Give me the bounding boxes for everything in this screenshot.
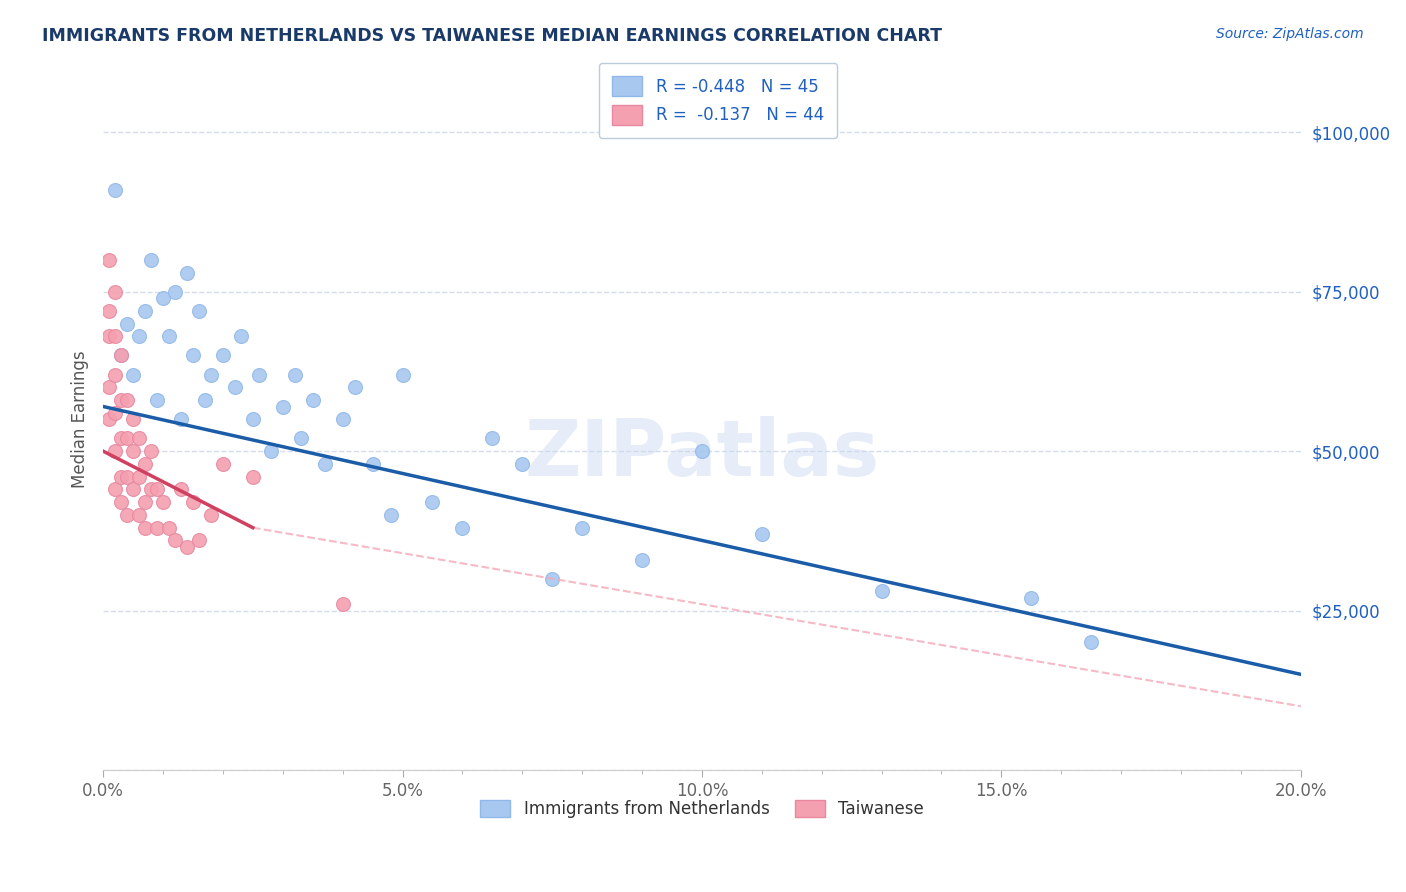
Point (451, 521, 474, 535)
Point (139, 483, 162, 497)
Point (260, 444, 283, 458)
Point (134, 521, 156, 535)
Point (115, 508, 138, 522)
Point (139, 252, 162, 267)
Point (98, 380, 121, 394)
Point (134, 457, 156, 471)
Point (343, 380, 366, 394)
Point (870, 584, 893, 599)
Point (110, 495, 132, 509)
Point (301, 393, 323, 408)
Point (115, 431, 138, 445)
Point (104, 368, 127, 382)
Point (152, 495, 174, 509)
Point (1019, 591, 1042, 605)
Point (104, 406, 127, 420)
Point (212, 457, 235, 471)
Point (170, 412, 193, 426)
Point (104, 329, 127, 343)
Text: ZIPatlas: ZIPatlas (524, 417, 879, 492)
Point (481, 431, 503, 445)
Point (104, 483, 127, 497)
Point (110, 393, 132, 408)
Point (98, 412, 121, 426)
Point (200, 368, 222, 382)
Point (146, 521, 169, 535)
Point (128, 329, 150, 343)
Point (146, 393, 169, 408)
Point (224, 380, 246, 394)
Text: IMMIGRANTS FROM NETHERLANDS VS TAIWANESE MEDIAN EARNINGS CORRELATION CHART: IMMIGRANTS FROM NETHERLANDS VS TAIWANESE… (42, 27, 942, 45)
Legend: Immigrants from Netherlands, Taiwanese: Immigrants from Netherlands, Taiwanese (474, 793, 931, 825)
Point (110, 349, 132, 363)
Point (284, 368, 307, 382)
Point (422, 495, 444, 509)
Point (510, 457, 533, 471)
Point (146, 483, 169, 497)
Point (115, 317, 138, 331)
Point (104, 444, 127, 458)
Point (110, 349, 132, 363)
Point (271, 400, 294, 414)
Point (181, 495, 204, 509)
Point (290, 431, 312, 445)
Point (242, 412, 264, 426)
Text: Source: ZipAtlas.com: Source: ZipAtlas.com (1216, 27, 1364, 41)
Point (176, 540, 198, 554)
Point (314, 457, 336, 471)
Point (115, 393, 138, 408)
Point (128, 469, 150, 483)
Point (122, 368, 145, 382)
Point (98, 329, 121, 343)
Point (690, 444, 713, 458)
Point (631, 552, 654, 566)
Point (571, 521, 593, 535)
Point (115, 469, 138, 483)
Point (176, 266, 198, 280)
Point (332, 412, 354, 426)
Point (98, 252, 121, 267)
Point (229, 329, 252, 343)
Point (242, 469, 264, 483)
Point (181, 349, 204, 363)
Point (1080, 635, 1102, 649)
Point (391, 368, 413, 382)
Point (157, 521, 180, 535)
Point (104, 183, 127, 197)
Point (163, 285, 186, 299)
Point (122, 483, 145, 497)
Point (128, 508, 150, 522)
Point (152, 291, 174, 305)
Point (98, 303, 121, 318)
Point (170, 483, 193, 497)
Point (361, 457, 384, 471)
Point (187, 303, 209, 318)
Point (163, 533, 186, 548)
Point (380, 508, 402, 522)
Point (212, 349, 235, 363)
Point (194, 393, 217, 408)
Point (139, 444, 162, 458)
Point (122, 444, 145, 458)
Point (187, 533, 209, 548)
Point (110, 431, 132, 445)
Point (128, 431, 150, 445)
Point (247, 368, 270, 382)
Y-axis label: Median Earnings: Median Earnings (72, 351, 89, 488)
Point (134, 303, 156, 318)
Point (541, 572, 564, 586)
Point (134, 495, 156, 509)
Point (104, 285, 127, 299)
Point (751, 527, 773, 541)
Point (157, 329, 180, 343)
Point (110, 469, 132, 483)
Point (122, 412, 145, 426)
Point (332, 597, 354, 611)
Point (200, 508, 222, 522)
